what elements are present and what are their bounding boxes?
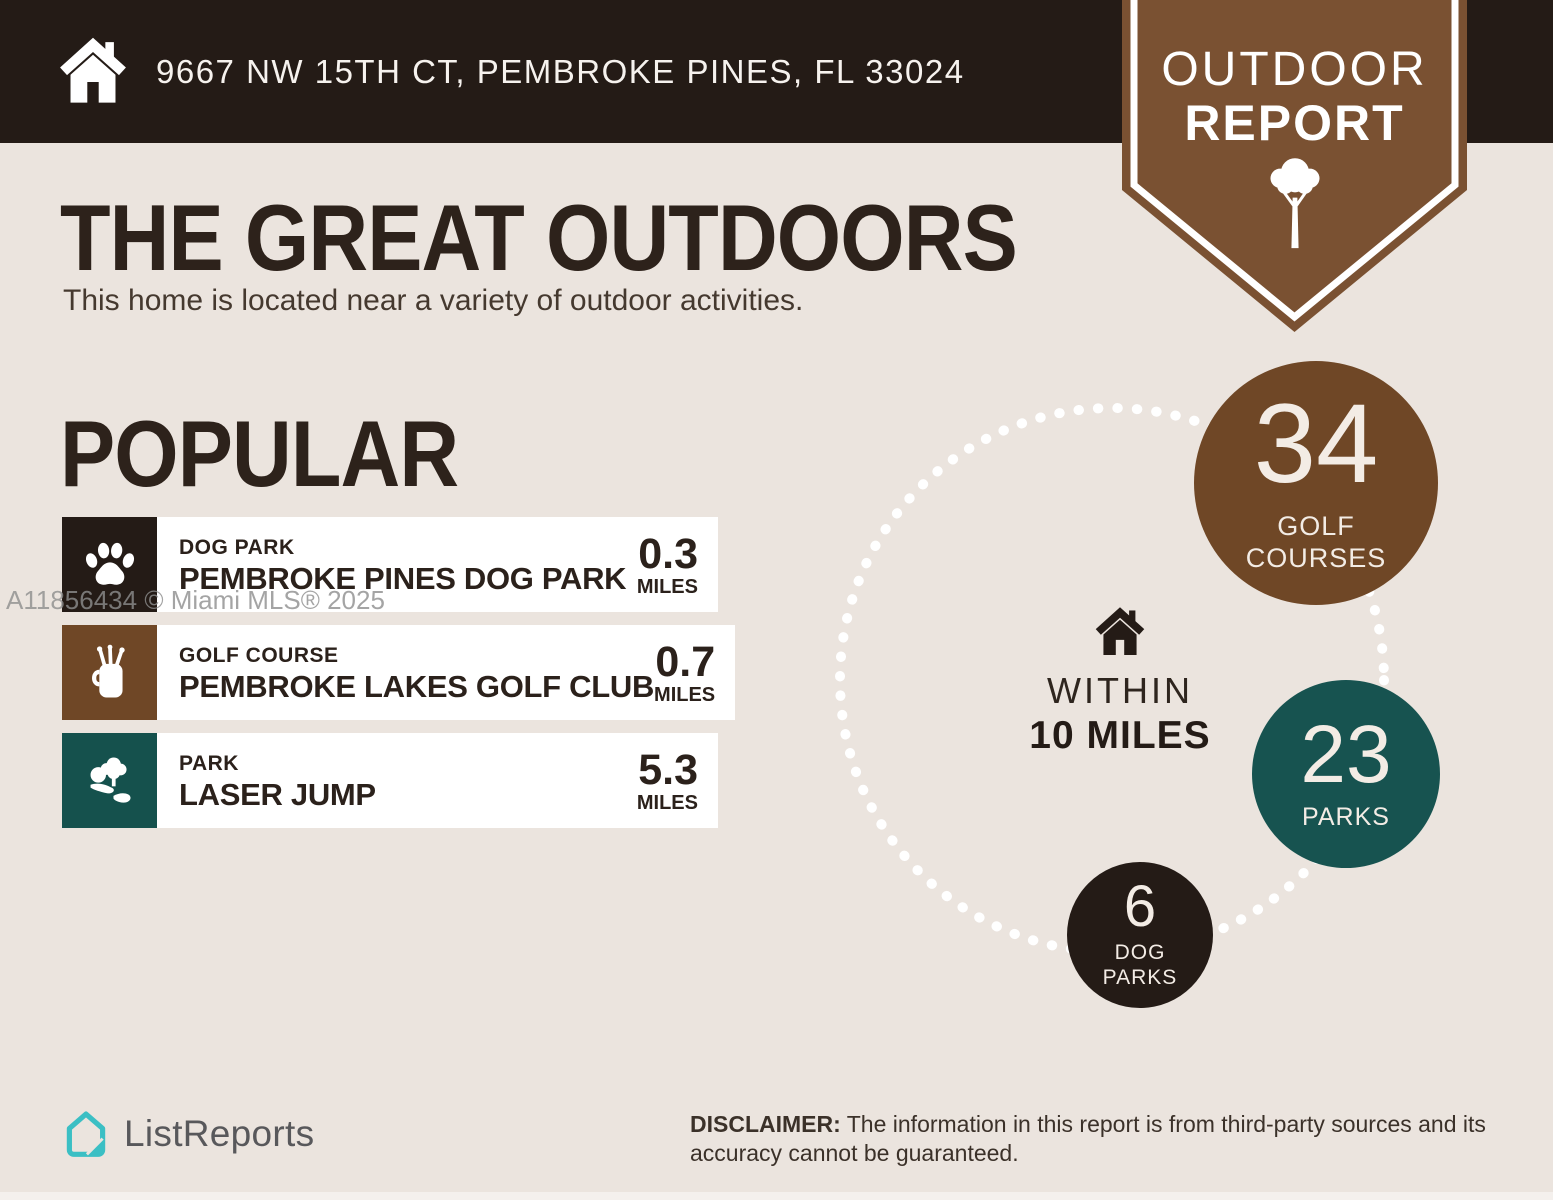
park-text: PARK LASER JUMP bbox=[179, 750, 637, 812]
park-icon bbox=[90, 757, 131, 803]
within-label: WITHIN bbox=[1047, 670, 1193, 711]
stat-golf-courses: 34 GOLF COURSES bbox=[1194, 361, 1438, 605]
stat-label: DOG PARKS bbox=[1102, 940, 1178, 989]
distance-block: 5.3 MILES bbox=[637, 748, 698, 814]
distance-value: 5.3 bbox=[638, 745, 698, 794]
place-name: PEMBROKE LAKES GOLF CLUB bbox=[179, 668, 655, 704]
disclaimer-body: The information in this report is from t… bbox=[690, 1111, 1486, 1166]
place-name: LASER JUMP bbox=[179, 776, 376, 812]
badge-title-line1: OUTDOOR bbox=[1161, 43, 1428, 96]
listreports-logo: ListReports bbox=[62, 1108, 314, 1160]
list-item-golf-course: GOLF COURSE PEMBROKE LAKES GOLF CLUB 0.7… bbox=[62, 625, 736, 720]
distance-block: 0.7 MILES bbox=[654, 640, 715, 706]
place-name: PEMBROKE PINES DOG PARK bbox=[179, 560, 627, 596]
golf-course-row-body: GOLF COURSE PEMBROKE LAKES GOLF CLUB 0.7… bbox=[157, 625, 736, 720]
distance-value: 0.3 bbox=[638, 529, 698, 578]
park-icon-tile bbox=[62, 733, 157, 828]
mls-watermark: A11856434 © Miami MLS® 2025 bbox=[6, 585, 385, 615]
stat-label: PARKS bbox=[1302, 803, 1390, 831]
paw-icon bbox=[85, 542, 134, 585]
radius-center-label: WITHIN 10 MILES bbox=[1020, 602, 1220, 758]
stat-value: 34 bbox=[1253, 380, 1379, 506]
distance-unit: MILES bbox=[654, 683, 716, 706]
page-subtitle: This home is located near a variety of o… bbox=[63, 284, 804, 317]
brand-name: ListReports bbox=[124, 1113, 315, 1154]
bottom-edge-strip bbox=[0, 1192, 1553, 1200]
category-label: GOLF COURSE bbox=[179, 643, 339, 667]
list-item-dog-park: DOG PARK PEMBROKE PINES DOG PARK 0.3 MIL… bbox=[62, 517, 718, 612]
dog-park-icon-tile bbox=[62, 517, 157, 612]
page-title: THE GREAT OUTDOORS bbox=[60, 185, 1018, 290]
list-item-park: PARK LASER JUMP 5.3 MILES bbox=[62, 733, 718, 828]
distance-block: 0.3 MILES bbox=[637, 532, 698, 598]
park-row-body: PARK LASER JUMP 5.3 MILES bbox=[157, 733, 718, 828]
distance-value: 0.7 bbox=[655, 637, 716, 686]
disclaimer-label: DISCLAIMER: bbox=[690, 1111, 841, 1137]
stat-parks: 23 PARKS bbox=[1252, 680, 1440, 868]
golf-course-icon-tile bbox=[62, 625, 157, 720]
radius-miles-label: 10 MILES bbox=[1029, 714, 1211, 757]
stat-value: 6 bbox=[1123, 873, 1157, 939]
distance-unit: MILES bbox=[636, 791, 698, 814]
property-address: 9667 NW 15TH CT, PEMBROKE PINES, FL 3302… bbox=[156, 52, 965, 90]
home-icon bbox=[60, 37, 126, 103]
stat-value: 23 bbox=[1300, 709, 1392, 800]
golf-bag-icon bbox=[91, 644, 125, 698]
listreports-house-icon bbox=[66, 1111, 106, 1157]
golf-course-text: GOLF COURSE PEMBROKE LAKES GOLF CLUB bbox=[179, 642, 654, 704]
category-label: PARK bbox=[179, 751, 239, 775]
tree-icon bbox=[1270, 158, 1320, 249]
disclaimer-text: DISCLAIMER: The information in this repo… bbox=[690, 1110, 1502, 1168]
badge-title-line2: REPORT bbox=[1184, 95, 1405, 151]
category-label: DOG PARK bbox=[179, 535, 295, 559]
dog-park-text: DOG PARK PEMBROKE PINES DOG PARK bbox=[179, 534, 637, 596]
stat-dog-parks: 6 DOG PARKS bbox=[1067, 862, 1213, 1008]
popular-heading: POPULAR bbox=[60, 401, 459, 506]
home-icon bbox=[1095, 607, 1145, 656]
outdoor-report-badge: OUTDOOR REPORT bbox=[1122, 0, 1467, 332]
dog-park-row-body: DOG PARK PEMBROKE PINES DOG PARK 0.3 MIL… bbox=[157, 517, 718, 612]
stat-label: GOLF COURSES bbox=[1245, 510, 1387, 573]
distance-unit: MILES bbox=[636, 575, 698, 598]
